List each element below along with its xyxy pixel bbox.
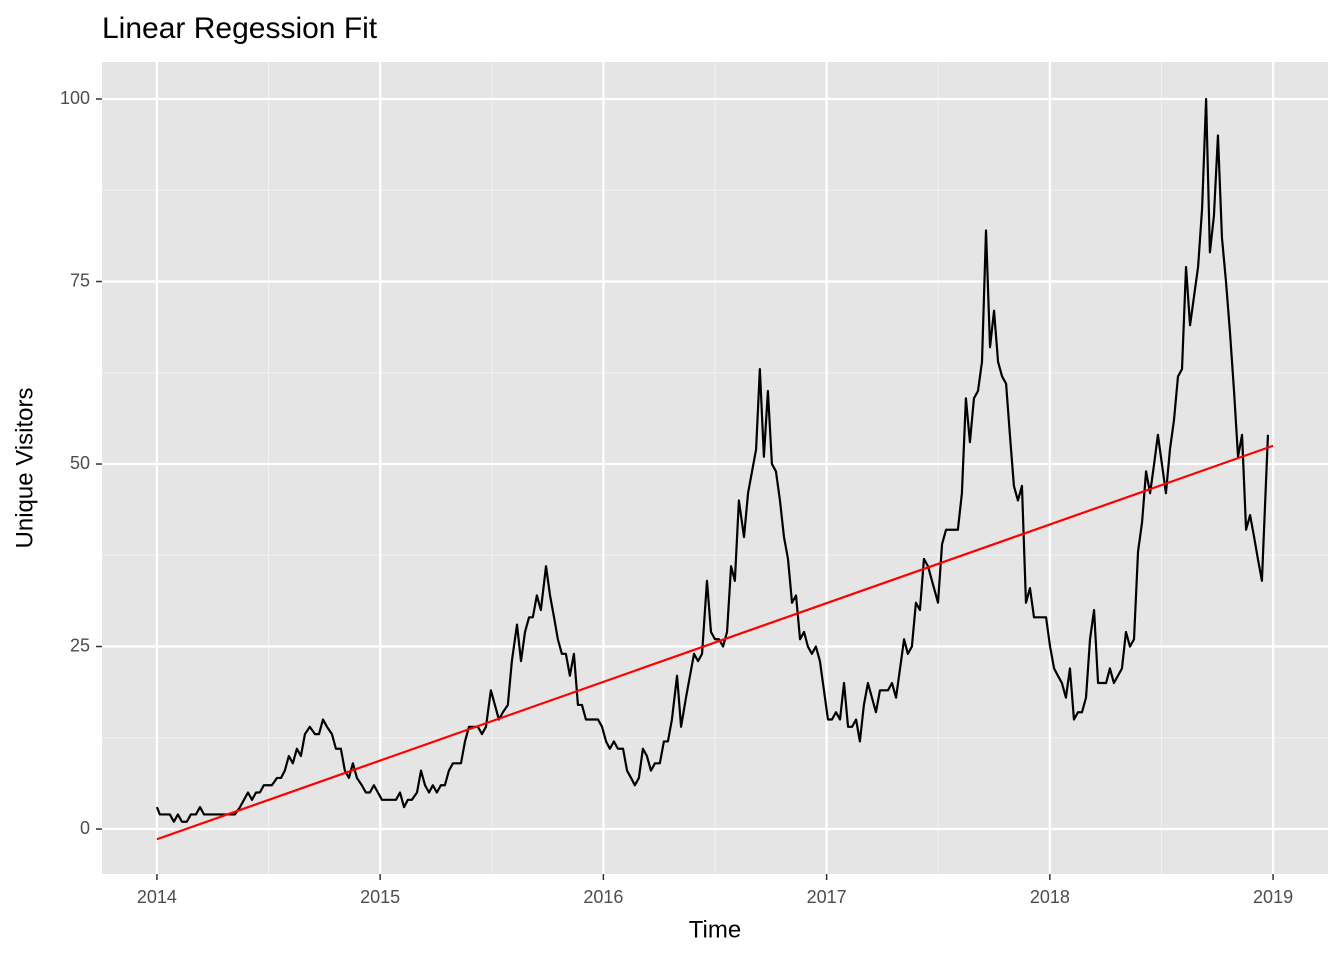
x-tick-label: 2015 — [360, 887, 400, 907]
chart-title: Linear Regession Fit — [102, 12, 378, 45]
y-axis-title: Unique Visitors — [11, 388, 38, 549]
x-axis-title: Time — [689, 916, 741, 943]
x-tick-label: 2017 — [807, 887, 847, 907]
y-tick-label: 0 — [80, 818, 90, 838]
series-line — [155, 97, 1270, 823]
y-tick-label: 75 — [70, 270, 90, 290]
x-tick-label: 2014 — [137, 887, 177, 907]
y-tick-label: 25 — [70, 635, 90, 655]
x-tick-label: 2016 — [583, 887, 623, 907]
y-tick-label: 50 — [70, 453, 90, 473]
x-tick-label: 2019 — [1253, 887, 1293, 907]
y-tick-label: 100 — [60, 88, 90, 108]
x-tick-label: 2018 — [1030, 887, 1070, 907]
series-line — [156, 444, 1274, 841]
